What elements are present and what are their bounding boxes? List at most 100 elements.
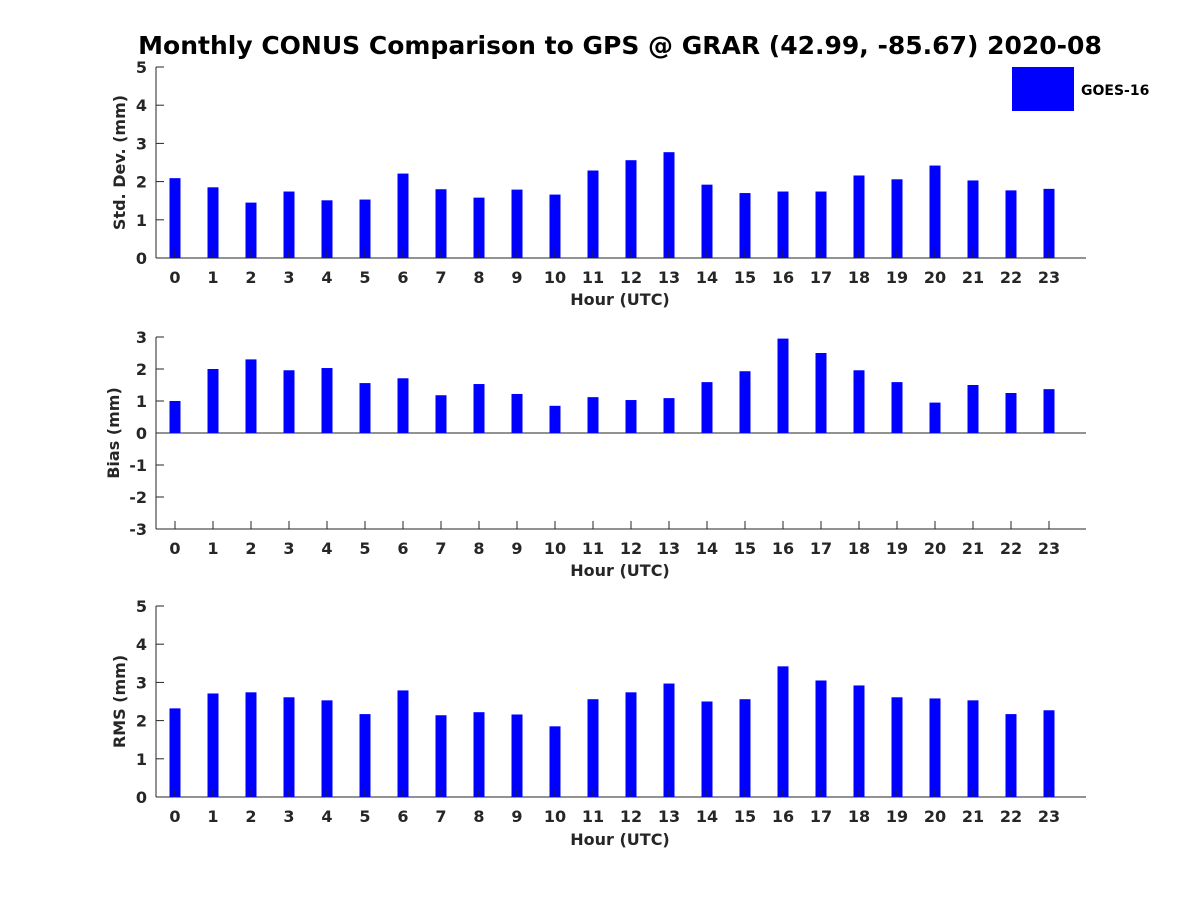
rms-y-tick-label: 5 [136,597,147,616]
legend: GOES-16 [1012,67,1149,111]
bias-bar [1043,389,1055,433]
rms-bar [701,701,713,797]
bias-x-tick-label: 21 [962,539,984,558]
std-dev-bar [1005,190,1017,258]
rms-x-tick-label: 4 [321,807,332,826]
std-dev-bar [473,197,485,258]
rms-x-tick-label: 10 [544,807,566,826]
rms-x-tick-label: 17 [810,807,832,826]
std-dev-bar [1043,188,1055,258]
rms-bar [929,698,941,797]
std-dev-bar [739,193,751,258]
std-dev-bar [549,194,561,258]
bias-y-tick-label: 0 [136,424,147,443]
std-dev-bar [207,187,219,258]
std-dev-x-tick-label: 0 [169,268,180,287]
bias-bar [739,371,751,433]
std-dev-bar [245,202,257,258]
std-dev-bar [435,189,447,258]
rms-x-tick-label: 13 [658,807,680,826]
bias-x-axis-label: Hour (UTC) [570,561,670,580]
std-dev-y-tick-label: 1 [136,211,147,230]
std-dev-x-tick-label: 15 [734,268,756,287]
rms-y-tick-label: 1 [136,750,147,769]
bias-bar [1005,393,1017,433]
rms-x-tick-label: 18 [848,807,870,826]
rms-x-tick-label: 8 [473,807,484,826]
rms-bar [739,699,751,797]
rms-x-tick-label: 20 [924,807,946,826]
rms-bar [207,693,219,797]
rms-x-tick-label: 15 [734,807,756,826]
rms-x-tick-label: 6 [397,807,408,826]
rms-bar [245,692,257,797]
std-dev-x-tick-label: 23 [1038,268,1060,287]
rms-bar [967,700,979,797]
std-dev-x-tick-label: 7 [435,268,446,287]
bias-bar [663,398,675,433]
bias-bar [435,395,447,433]
bias-y-tick-label: 3 [136,328,147,347]
rms-bar [397,690,409,797]
rms-bar [777,666,789,797]
std-dev-bar [321,200,333,258]
bias-bar [587,397,599,433]
std-dev-y-tick-label: 2 [136,173,147,192]
std-dev-bar [815,191,827,258]
legend-swatch [1012,67,1074,111]
rms-bar [549,726,561,797]
std-dev-x-tick-label: 1 [207,268,218,287]
bias-bar [207,369,219,433]
std-dev-x-tick-label: 6 [397,268,408,287]
std-dev-bar [891,179,903,258]
bias-bar [777,338,789,433]
rms-x-tick-label: 0 [169,807,180,826]
rms-bar [321,700,333,797]
bias-bar [929,402,941,433]
std-dev-bar [663,152,675,258]
bias-x-tick-label: 5 [359,539,370,558]
std-dev-x-tick-label: 18 [848,268,870,287]
std-dev-x-tick-label: 12 [620,268,642,287]
std-dev-x-tick-label: 5 [359,268,370,287]
rms-x-tick-label: 23 [1038,807,1060,826]
bias-y-tick-label: -3 [129,520,147,539]
bias-x-tick-label: 20 [924,539,946,558]
std-dev-x-tick-label: 20 [924,268,946,287]
rms-y-tick-label: 0 [136,788,147,807]
rms-y-tick-label: 3 [136,673,147,692]
bias-x-tick-label: 15 [734,539,756,558]
bias-x-tick-label: 6 [397,539,408,558]
std-dev-bar [511,189,523,258]
std-dev-x-tick-label: 19 [886,268,908,287]
std-dev-x-tick-label: 16 [772,268,794,287]
std-dev-bar [359,199,371,258]
rms-y-tick-label: 4 [136,635,147,654]
bias-x-tick-label: 4 [321,539,332,558]
rms-bar [359,714,371,797]
bias-bar [967,385,979,433]
rms-x-tick-label: 3 [283,807,294,826]
rms-x-tick-label: 19 [886,807,908,826]
std-dev-x-tick-label: 17 [810,268,832,287]
bias-x-tick-label: 7 [435,539,446,558]
bias-bar [283,370,295,433]
rms-x-tick-label: 1 [207,807,218,826]
bias-bar [891,382,903,433]
bias-bar [245,359,257,433]
bias-x-tick-label: 1 [207,539,218,558]
std-dev-bar [853,175,865,258]
std-dev-y-axis-label: Std. Dev. (mm) [110,95,129,230]
std-dev-x-tick-label: 10 [544,268,566,287]
bias-x-tick-label: 13 [658,539,680,558]
std-dev-x-tick-label: 21 [962,268,984,287]
rms-bar [511,714,523,797]
rms-x-tick-label: 2 [245,807,256,826]
bias-bar [701,382,713,433]
std-dev-x-tick-label: 22 [1000,268,1022,287]
rms-bar [587,699,599,797]
std-dev-y-tick-label: 3 [136,134,147,153]
bias-x-tick-label: 23 [1038,539,1060,558]
